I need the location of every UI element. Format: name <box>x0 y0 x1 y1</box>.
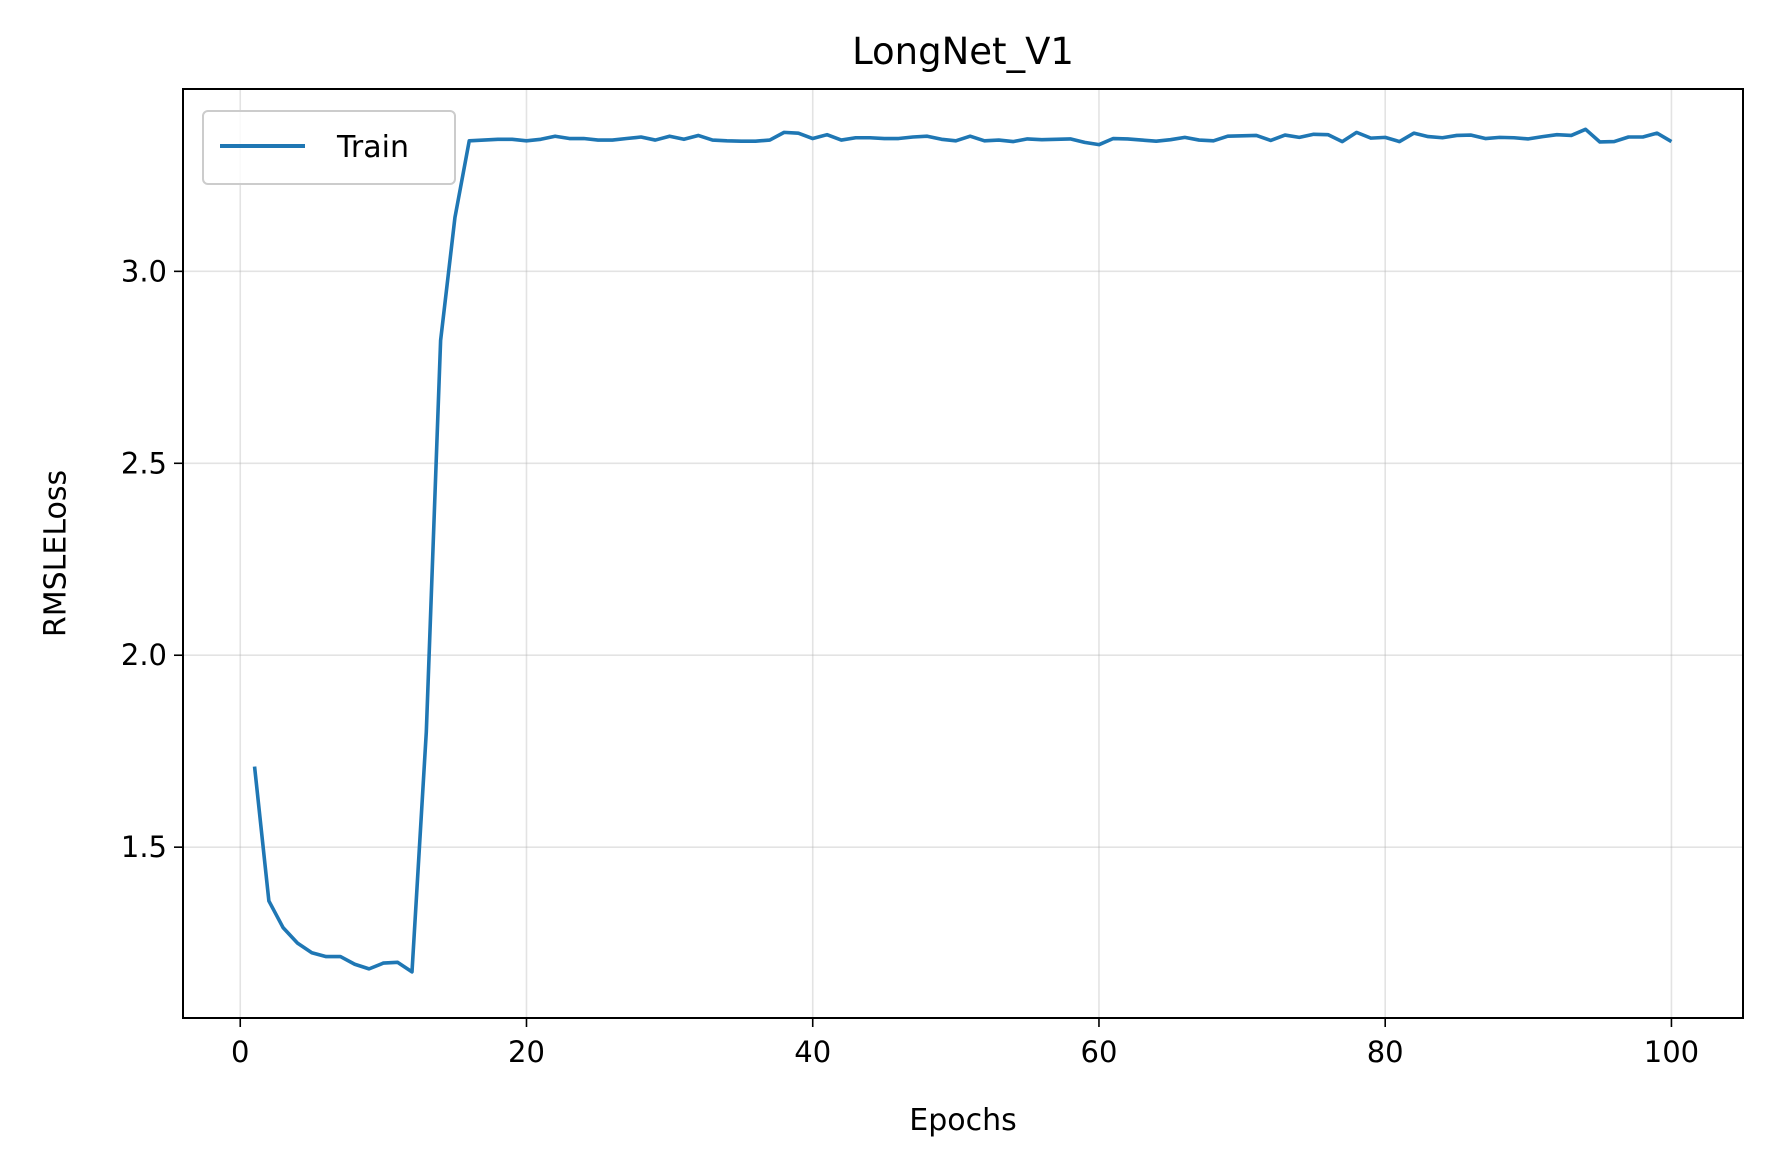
x-tick-label: 100 <box>1644 1035 1699 1069</box>
y-axis-label: RMSLELoss <box>39 470 74 637</box>
y-tick-label: 2.0 <box>121 638 167 672</box>
y-tick-label: 3.0 <box>121 254 167 288</box>
series-line-train <box>252 127 1673 974</box>
plot-frame <box>182 88 1744 1019</box>
legend-label-train: Train <box>336 130 409 165</box>
y-tick-label: 1.5 <box>121 830 167 864</box>
chart-title: LongNet_V1 <box>852 30 1074 73</box>
x-tick-label: 80 <box>1367 1035 1404 1069</box>
axis-ticks: 0 20 40 60 80 100 1.5 2.0 2.5 3.0 <box>121 254 1699 1069</box>
grid <box>183 89 1743 1018</box>
x-tick-label: 0 <box>231 1035 249 1069</box>
x-tick-label: 20 <box>508 1035 545 1069</box>
legend: Train <box>202 110 456 185</box>
x-tick-label: 60 <box>1081 1035 1118 1069</box>
legend-box <box>202 110 456 185</box>
x-tick-label: 40 <box>794 1035 831 1069</box>
y-tick-label: 2.5 <box>121 446 167 480</box>
x-axis-label: Epochs <box>909 1103 1017 1138</box>
series-layer <box>252 127 1673 974</box>
